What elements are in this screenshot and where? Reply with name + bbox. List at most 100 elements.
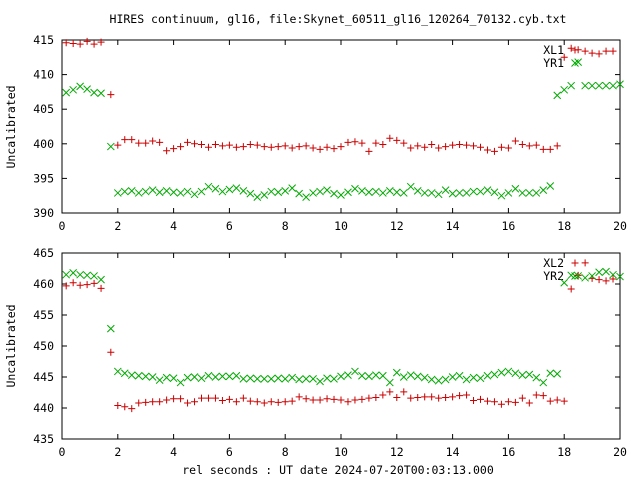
top-xl1-point (62, 39, 70, 47)
top-xl1-point (351, 138, 359, 146)
top-yr1-point (169, 188, 178, 197)
top-yr1-point (281, 187, 290, 195)
top-data-markers (62, 37, 624, 201)
top-yr1-point (539, 186, 548, 195)
top-yr1-point (90, 88, 98, 97)
bottom-yr2-point (176, 378, 185, 387)
bottom-yr2-point (281, 375, 290, 383)
bottom-xl2-point (302, 395, 310, 403)
top-yr1-point (518, 189, 527, 197)
bottom-xl2-point (316, 396, 324, 404)
bottom-legend-label-xl2: XL2 (543, 256, 564, 270)
chart-title: HIRES continuum, gl16, file:Skynet_60511… (110, 12, 567, 26)
bottom-xl2-point (274, 398, 282, 406)
top-yr1-point (288, 184, 297, 192)
bottom-yr2-point (574, 272, 583, 280)
top-yr1-point (609, 81, 617, 90)
top-xl1-point (456, 140, 464, 148)
top-yr1-point (546, 182, 555, 190)
top-yr1-point (365, 188, 373, 197)
top-yr1-point (155, 188, 164, 197)
bottom-xl2-point (204, 394, 212, 402)
top-xl1-point (253, 141, 261, 149)
top-xl1-point (121, 136, 129, 144)
bottom-yr2-point (581, 273, 589, 282)
top-y-tick-label: 410 (33, 68, 54, 82)
bottom-yr2-point (490, 370, 499, 379)
bottom-xl2-point (449, 393, 457, 401)
top-xl1-point (128, 136, 136, 144)
bottom-xl2-point (253, 398, 261, 406)
top-yr1-point (330, 189, 338, 198)
top-xl1-point (560, 53, 568, 61)
top-yr1-point (127, 187, 136, 195)
bottom-legend-marker-xl2 (571, 259, 579, 267)
bottom-yr2-point (141, 372, 150, 381)
bottom-xl2-point (490, 398, 498, 406)
top-yr1-point (309, 189, 317, 197)
top-xl1-point (97, 38, 105, 46)
top-yr1-point (567, 81, 576, 90)
top-x-tick-label: 4 (170, 219, 177, 233)
bottom-y-tick-label: 440 (33, 401, 54, 415)
top-x-tick-label: 10 (334, 219, 348, 233)
top-xl1-point (344, 138, 352, 146)
bottom-xl2-point (602, 277, 610, 285)
top-xl1-point (156, 138, 164, 146)
bottom-xl2-point (330, 395, 338, 403)
top-x-tick-label: 2 (114, 219, 121, 233)
top-xl1-point (518, 140, 526, 148)
bottom-yr2-point (616, 272, 624, 281)
bottom-x-tick-label: 16 (501, 445, 515, 459)
top-xl1-point (135, 139, 143, 147)
top-yr1-point (246, 189, 255, 198)
top-xl1-point (365, 147, 373, 155)
bottom-xl2-point (225, 395, 233, 403)
bottom-x-tick-label: 14 (446, 445, 460, 459)
top-xl1-point (497, 143, 505, 151)
top-yr1-point (413, 187, 422, 195)
bottom-xl2-point (372, 393, 380, 401)
bottom-yr2-point (267, 375, 276, 383)
top-xl1-point (553, 142, 561, 150)
top-yr1-point (525, 189, 534, 197)
bottom-xl2-point (504, 398, 512, 406)
top-xl1-point (142, 139, 150, 147)
bottom-yr2-point (532, 373, 541, 382)
bottom-xl2-point (107, 348, 115, 356)
top-xl1-point (323, 143, 331, 151)
top-x-tick-label: 20 (613, 219, 627, 233)
bottom-xl2-point (386, 388, 394, 396)
bottom-xl2-point (69, 279, 77, 287)
top-yr1-point (490, 188, 499, 197)
bottom-x-tick-label: 4 (170, 445, 177, 459)
bottom-xl2-point (128, 405, 136, 413)
bottom-x-tick-label: 0 (59, 445, 66, 459)
bottom-yr2-point (413, 372, 422, 381)
bottom-xl2-point (407, 394, 415, 402)
bottom-xl2-point (239, 394, 247, 402)
bottom-xl2-point (351, 396, 359, 404)
top-x-tick-label: 18 (557, 219, 571, 233)
top-yr1-point (183, 187, 192, 196)
top-xl1-point (170, 145, 178, 153)
bottom-yr2-point (462, 375, 471, 384)
top-xl1-point (372, 139, 380, 147)
bottom-xl2-point (267, 398, 275, 406)
bottom-yr2-point (483, 371, 492, 380)
bottom-yr2-point (83, 271, 91, 280)
bottom-xl2-point (546, 397, 554, 405)
top-xl1-point (191, 140, 199, 148)
bottom-xl2-point (288, 397, 296, 405)
top-yr1-point (267, 187, 276, 196)
bottom-x-tick-label: 2 (114, 445, 121, 459)
bottom-yr2-point (120, 369, 129, 378)
top-legend-label-yr1: YR1 (543, 56, 564, 70)
top-yr1-point (295, 189, 304, 198)
top-yr1-point (427, 189, 436, 197)
bottom-yr2-point (113, 367, 122, 376)
top-xl1-point (602, 47, 610, 55)
top-y-tick-label: 415 (33, 33, 54, 47)
top-xl1-point (218, 142, 226, 150)
bottom-yr2-point (567, 271, 576, 280)
